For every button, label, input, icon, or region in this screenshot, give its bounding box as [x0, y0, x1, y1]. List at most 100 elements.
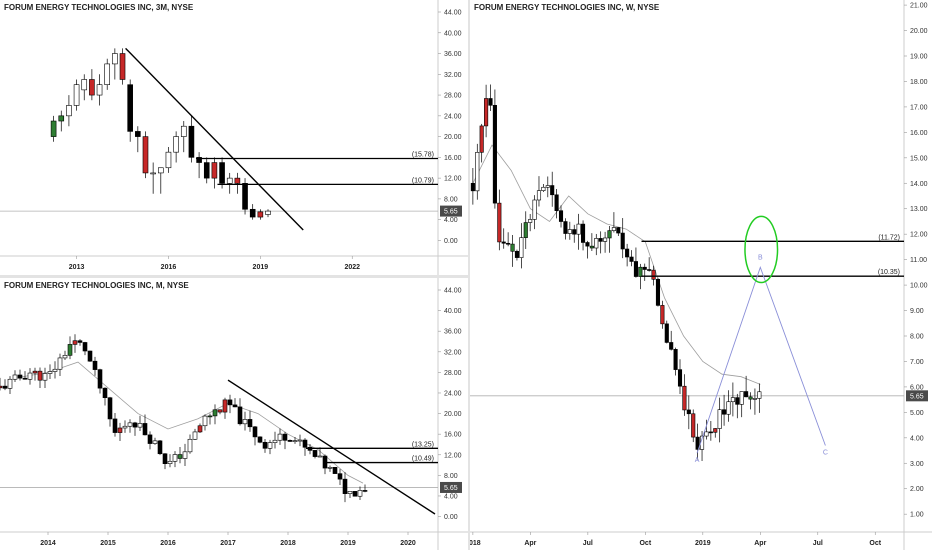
y-tick-label: 36.00: [444, 329, 462, 336]
y-tick-label: 32.00: [444, 349, 462, 356]
y-tick-label: 4.00: [444, 217, 458, 224]
candle-body: [226, 177, 233, 184]
candle-body: [257, 436, 263, 443]
x-tick-label: 2022: [344, 264, 360, 271]
candle-body: [257, 211, 264, 218]
candle-body: [470, 182, 475, 192]
candle-body: [232, 404, 238, 408]
y-tick-label: 16.00: [910, 130, 928, 137]
y-tick-label: 3.00: [910, 461, 924, 468]
candle-body: [67, 344, 73, 356]
x-tick-label: 2019: [253, 264, 269, 271]
candle-body: [655, 279, 661, 306]
y-tick-label: 18.00: [910, 79, 928, 86]
candle-body: [739, 391, 744, 405]
candle-body: [572, 229, 577, 235]
moving-average-line: [472, 144, 761, 385]
candle-body: [58, 115, 65, 122]
candle-body: [726, 401, 731, 415]
resistance-level-label: (13.25): [412, 441, 434, 448]
candle-body: [173, 136, 179, 153]
x-tick-label: Jul: [813, 540, 823, 547]
candle-body: [352, 491, 358, 497]
y-tick-label: 28.00: [444, 93, 462, 100]
candle-body: [192, 431, 198, 440]
candle-body: [501, 241, 506, 244]
candle-body: [757, 391, 762, 399]
panel-divider-horizontal: [0, 275, 468, 278]
candle-body: [708, 431, 713, 434]
chart-title: FORUM ENERGY TECHNOLOGIES INC, 3M, NYSE: [4, 3, 194, 12]
x-tick-label: 2016: [160, 540, 176, 547]
candle-body: [152, 440, 158, 444]
candle-body: [117, 427, 123, 433]
y-tick-label: 14.00: [910, 181, 928, 188]
candle-body: [735, 397, 740, 405]
y-tick-label: 16.00: [444, 432, 462, 439]
candle-body: [312, 450, 318, 457]
candle-body: [227, 399, 233, 406]
y-tick-label: 11.00: [910, 257, 927, 264]
candle-body: [196, 157, 202, 163]
candle-body: [722, 409, 727, 415]
candle-body: [137, 423, 143, 428]
y-tick-label: 20.00: [910, 28, 928, 35]
y-tick-label: 4.00: [910, 435, 924, 442]
candle-body: [651, 269, 656, 280]
y-tick-label: 6.00: [910, 384, 924, 391]
candle-body: [104, 63, 111, 85]
candle-body: [272, 439, 278, 443]
x-tick-label: Apr: [524, 540, 536, 547]
candle-body: [492, 104, 497, 204]
resistance-level-label: (10.79): [412, 177, 434, 184]
candle-body: [647, 269, 652, 271]
y-tick-label: 40.00: [444, 30, 462, 37]
candle-body: [528, 219, 533, 223]
y-tick-label: 5.00: [910, 410, 924, 417]
candle-body: [673, 349, 678, 370]
candle-body: [22, 377, 28, 380]
candle-body: [167, 460, 173, 464]
y-tick-label: 36.00: [444, 51, 462, 58]
candle-body: [484, 98, 489, 127]
candle-body: [479, 125, 484, 153]
candle-body: [267, 442, 273, 449]
candle-body: [142, 136, 149, 174]
candle-body: [297, 439, 303, 442]
candle-body: [669, 342, 674, 350]
candle-body: [638, 266, 643, 277]
candle-body: [620, 232, 625, 250]
candle-body: [611, 227, 616, 231]
candle-body: [97, 369, 103, 389]
y-tick-label: 15.00: [910, 155, 928, 162]
candle-body: [629, 256, 634, 262]
y-tick-label: 40.00: [444, 308, 462, 315]
y-tick-label: 0.00: [444, 238, 458, 245]
candle-body: [157, 440, 163, 455]
candle-body: [142, 423, 148, 436]
x-tick-label: Oct: [639, 540, 651, 547]
y-tick-label: 4.00: [444, 493, 458, 500]
candle-body: [112, 53, 118, 65]
candle-body: [642, 266, 647, 270]
candle-body: [475, 152, 480, 192]
y-tick-label: 24.00: [444, 113, 462, 120]
candle-body: [217, 409, 223, 413]
candle-body: [695, 436, 700, 450]
candle-body: [17, 374, 23, 379]
candle-body: [187, 438, 193, 453]
candle-body: [102, 387, 108, 399]
candle-body: [207, 415, 213, 418]
chart-panel-quarterly: 0.00 4.00 8.00 12.00 16.00 20.00 24.00 28.00 32.…: [0, 0, 468, 275]
quarterly-chart-svg: 0.00 4.00 8.00 12.00 16.00 20.00 24.00 28.00 32.…: [0, 0, 468, 275]
candle-body: [119, 53, 126, 80]
x-tick-label: 2018: [470, 540, 481, 547]
y-tick-label: 8.00: [444, 473, 458, 480]
candle-body: [32, 370, 38, 374]
chart-title: FORUM ENERGY TECHNOLOGIES INC, M, NYSE: [4, 281, 189, 290]
candle-body: [265, 210, 271, 215]
candle-body: [677, 369, 683, 387]
x-tick-label: Apr: [754, 540, 766, 547]
y-tick-label: 20.00: [444, 411, 462, 418]
candle-body: [87, 350, 93, 362]
